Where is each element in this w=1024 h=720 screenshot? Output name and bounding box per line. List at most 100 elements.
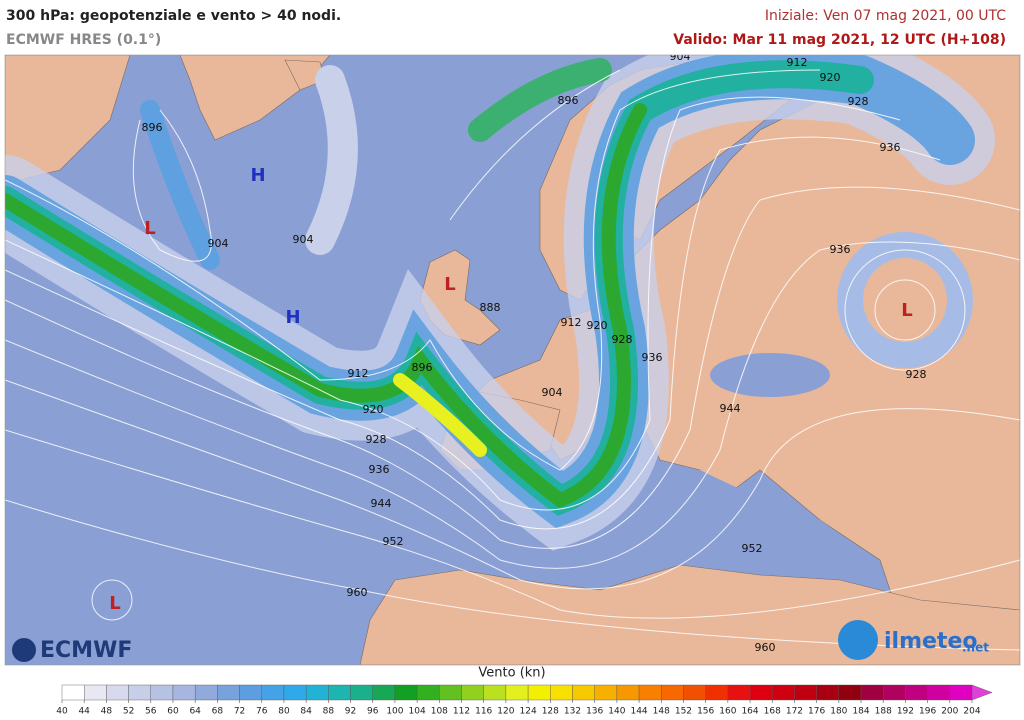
colorbar-tick-label: 80 bbox=[278, 707, 290, 717]
valid-time: Valido: Mar 11 mag 2021, 12 UTC (H+108) bbox=[673, 32, 1006, 48]
colorbar-tick-label: 44 bbox=[78, 707, 90, 717]
colorbar-tick-label: 60 bbox=[167, 707, 179, 717]
colorbar-swatch bbox=[439, 684, 462, 701]
colorbar-swatch bbox=[683, 684, 706, 701]
colorbar-tick-label: 64 bbox=[189, 707, 201, 717]
colorbar-swatch bbox=[394, 684, 418, 701]
colorbar-swatch bbox=[594, 684, 618, 701]
ilmeteo-suffix: .net bbox=[962, 641, 989, 655]
colorbar-swatch bbox=[505, 684, 529, 701]
pressure-center: H bbox=[285, 307, 300, 328]
pressure-center: L bbox=[109, 593, 120, 614]
colorbar-tick-label: 156 bbox=[697, 707, 714, 717]
contour-label: 936 bbox=[880, 141, 901, 154]
colorbar-tick-label: 84 bbox=[300, 707, 312, 717]
colorbar-swatch bbox=[283, 684, 307, 701]
colorbar-swatch bbox=[749, 684, 773, 701]
contour-label: 944 bbox=[371, 497, 392, 510]
colorbar-tick-label: 188 bbox=[875, 707, 892, 717]
ecmwf-text: ECMWF bbox=[40, 638, 132, 663]
colorbar-tick-label: 180 bbox=[830, 707, 847, 717]
colorbar-tick-label: 176 bbox=[808, 707, 825, 717]
contour-label: 936 bbox=[642, 351, 663, 364]
colorbar-tick-label: 136 bbox=[586, 707, 603, 717]
colorbar-swatch bbox=[727, 684, 751, 701]
colorbar-swatch bbox=[572, 684, 595, 701]
colorbar-arrow bbox=[971, 684, 993, 701]
contour-label: 904 bbox=[542, 386, 563, 399]
colorbar-swatch bbox=[172, 684, 196, 701]
colorbar-swatch bbox=[128, 684, 151, 701]
subtitle: ECMWF HRES (0.1°) bbox=[6, 32, 161, 48]
colorbar-tick-label: 76 bbox=[256, 707, 268, 717]
colorbar-title: Vento (kn) bbox=[478, 666, 545, 681]
contour-label: 920 bbox=[820, 71, 841, 84]
contour-label: 960 bbox=[755, 641, 776, 654]
map-frame bbox=[4, 54, 1021, 666]
colorbar-swatch bbox=[150, 684, 174, 701]
black-sea bbox=[710, 353, 830, 397]
colorbar-swatch bbox=[838, 684, 862, 701]
contour-label: 912 bbox=[787, 56, 808, 69]
contour-label: 920 bbox=[587, 319, 608, 332]
colorbar-tick-label: 72 bbox=[234, 707, 245, 717]
colorbar-swatch bbox=[217, 684, 240, 701]
colorbar-tick-label: 120 bbox=[497, 707, 514, 717]
title: 300 hPa: geopotenziale e vento > 40 nodi… bbox=[6, 8, 341, 24]
ecmwf-logo: ECMWF bbox=[12, 638, 132, 663]
colorbar-swatch bbox=[194, 684, 218, 701]
contour-label: 896 bbox=[558, 94, 579, 107]
ilmeteo-text: ilmeteo bbox=[884, 629, 977, 654]
contour-label: 952 bbox=[383, 535, 404, 548]
colorbar-tick-label: 144 bbox=[630, 707, 647, 717]
contour-label: 928 bbox=[906, 368, 927, 381]
colorbar-swatch bbox=[61, 684, 85, 701]
colorbar-tick-label: 56 bbox=[145, 707, 157, 717]
colorbar-swatch bbox=[860, 684, 884, 701]
pressure-center: L bbox=[444, 274, 455, 295]
contour-label: 928 bbox=[612, 333, 633, 346]
colorbar-tick-label: 196 bbox=[919, 707, 936, 717]
colorbar-tick-label: 204 bbox=[963, 707, 980, 717]
colorbar-tick-label: 124 bbox=[520, 707, 537, 717]
colorbar-swatch bbox=[83, 684, 107, 701]
colorbar-swatch bbox=[461, 684, 484, 701]
colorbar-tick-label: 128 bbox=[542, 707, 559, 717]
contour-label: 936 bbox=[369, 463, 390, 476]
colorbar-swatch bbox=[261, 684, 285, 701]
colorbar-swatch bbox=[638, 684, 662, 701]
colorbar-tick-label: 160 bbox=[719, 707, 736, 717]
colorbar-swatch bbox=[794, 684, 817, 701]
ilmeteo-logo: ilmeteo .net bbox=[838, 620, 989, 660]
colorbar-swatch bbox=[661, 684, 684, 701]
mediterranean bbox=[560, 470, 872, 580]
map: 896 904 904 888 912 896 920 928 936 944 952 960 896 9… bbox=[5, 55, 1020, 665]
colorbar-tick-label: 96 bbox=[367, 707, 379, 717]
colorbar-swatch bbox=[350, 684, 373, 701]
contour-label: 912 bbox=[561, 316, 582, 329]
contour-label: 896 bbox=[142, 121, 163, 134]
colorbar-swatch bbox=[816, 684, 840, 701]
colorbar-swatch bbox=[927, 684, 951, 701]
ecmwf-icon bbox=[12, 638, 36, 662]
colorbar-tick-label: 100 bbox=[386, 707, 403, 717]
colorbar-tick-label: 184 bbox=[852, 707, 869, 717]
contour-label: 928 bbox=[848, 95, 869, 108]
colorbar-swatch bbox=[905, 684, 928, 701]
colorbar-tick-label: 192 bbox=[897, 707, 914, 717]
colorbar-tick-label: 132 bbox=[564, 707, 581, 717]
contours bbox=[5, 69, 1020, 651]
colorbar-swatch bbox=[949, 684, 973, 701]
colorbar-swatch bbox=[616, 684, 640, 701]
colorbar-swatch bbox=[883, 684, 906, 701]
colorbar-swatch bbox=[550, 684, 573, 701]
jet-streams bbox=[5, 55, 995, 551]
colorbar-tick-label: 148 bbox=[653, 707, 670, 717]
contour-label: 960 bbox=[347, 586, 368, 599]
colorbar-swatch bbox=[483, 684, 507, 701]
contour-label: 888 bbox=[480, 301, 501, 314]
colorbar-tick-label: 116 bbox=[475, 707, 492, 717]
pressure-center: L bbox=[901, 300, 912, 321]
colorbar-swatch bbox=[416, 684, 440, 701]
contour-labels: 896 904 904 888 912 896 920 928 936 944 952 960 896 9… bbox=[109, 55, 927, 654]
